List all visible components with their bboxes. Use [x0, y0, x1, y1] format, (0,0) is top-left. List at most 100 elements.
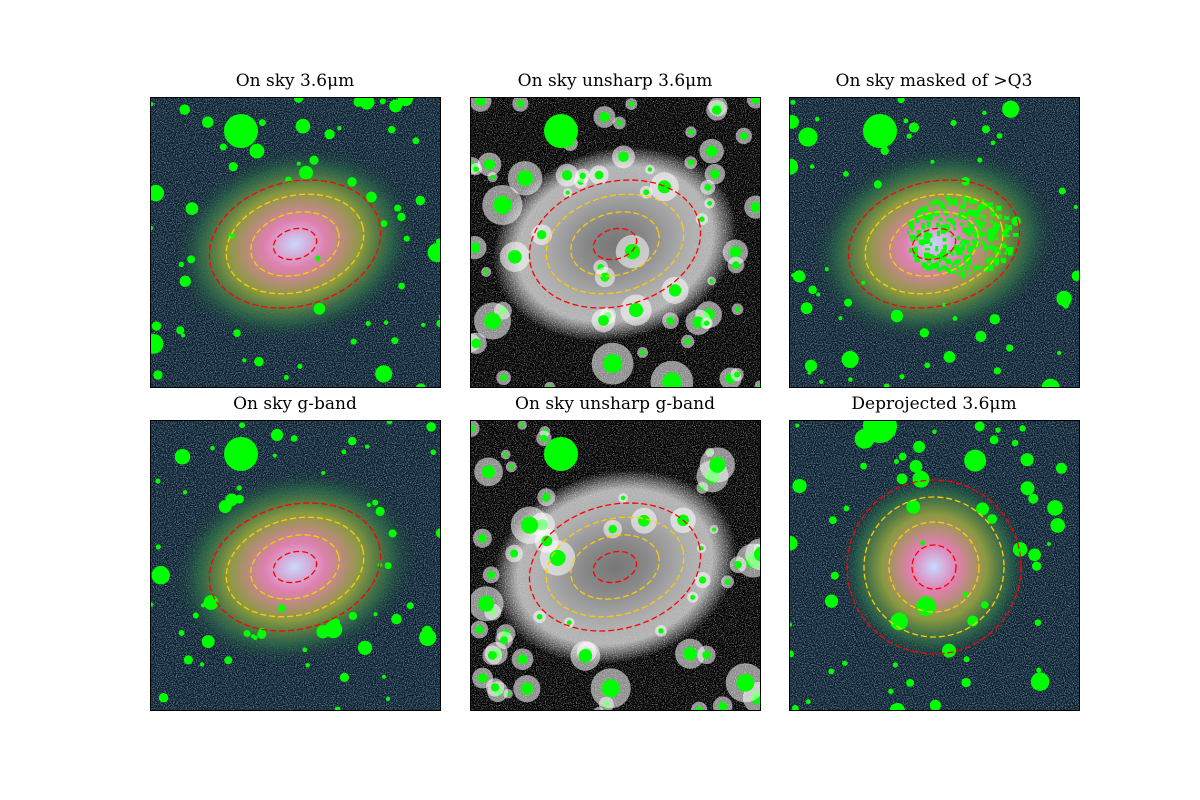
- q3-mask-pixel: [993, 230, 997, 233]
- q3-mask-pixel: [945, 259, 952, 264]
- mask-blob: [892, 662, 898, 668]
- mask-blob: [426, 422, 436, 432]
- q3-mask-pixel: [990, 211, 996, 217]
- q3-mask-pixel: [1004, 234, 1010, 238]
- mask-blob: [906, 678, 914, 687]
- star-halo: [544, 381, 556, 387]
- yellow-isophote-ellipse: [545, 193, 685, 295]
- mask-blob: [366, 502, 371, 508]
- red-isophote-ellipse: [846, 479, 1022, 655]
- red-isophote-ellipse: [272, 227, 318, 261]
- yellow-isophote-ellipse: [888, 521, 980, 613]
- mask-blob: [1012, 542, 1028, 557]
- q3-mask-pixel: [954, 200, 958, 206]
- mask-blob: [561, 170, 573, 181]
- q3-mask-pixel: [959, 205, 966, 210]
- mask-blob: [658, 628, 664, 634]
- mask-blob: [707, 200, 713, 206]
- q3-mask-pixel: [963, 254, 967, 261]
- yellow-isophote-ellipse: [864, 193, 1004, 295]
- q3-mask-pixel: [976, 244, 980, 249]
- mask-blob: [389, 99, 402, 113]
- mask-blob: [391, 337, 399, 345]
- mask-blob: [249, 143, 265, 159]
- mask-blob: [387, 125, 396, 134]
- q3-mask-pixel: [921, 225, 926, 230]
- mask-blob: [549, 549, 566, 567]
- q3-mask-pixel: [974, 213, 980, 218]
- q3-mask-pixel: [916, 210, 919, 214]
- q3-mask-pixel: [919, 239, 925, 246]
- yellow-isophote-ellipse: [889, 211, 979, 277]
- mask-blob: [757, 383, 760, 387]
- mask-blob: [517, 170, 533, 187]
- mask-blob: [828, 668, 835, 675]
- mask-blob: [348, 611, 358, 621]
- mask-blob: [888, 688, 894, 694]
- q3-mask-pixel: [992, 224, 999, 231]
- mask-blob: [808, 285, 817, 295]
- mask-blob: [251, 634, 256, 639]
- mask-blob: [381, 674, 386, 679]
- q3-mask-pixel: [909, 247, 914, 253]
- star-halo: [691, 701, 708, 710]
- q3-mask-pixel: [961, 239, 966, 242]
- q3-mask-pixel: [907, 231, 910, 235]
- mask-blob: [200, 603, 206, 608]
- mask-blob: [224, 114, 258, 148]
- mask-blob: [521, 516, 539, 534]
- mask-blob: [1056, 350, 1062, 356]
- mask-blob: [508, 464, 514, 470]
- red-isophote-ellipse: [911, 227, 957, 261]
- q3-mask-pixel: [925, 265, 932, 271]
- mask-blob: [906, 133, 912, 139]
- q3-mask-pixel: [945, 210, 949, 216]
- q3-mask-pixel: [946, 195, 951, 202]
- mask-blob: [541, 535, 553, 547]
- q3-mask-pixel: [996, 205, 1002, 211]
- mask-blob: [153, 370, 163, 380]
- mask-blob: [977, 157, 983, 163]
- yellow-isophote-ellipse: [225, 516, 365, 618]
- mask-blob: [943, 351, 956, 363]
- mask-blob: [386, 421, 393, 425]
- mask-blob: [373, 612, 378, 617]
- q3-mask-pixel: [964, 212, 967, 218]
- q3-mask-pixel: [913, 246, 918, 253]
- q3-mask-pixel: [938, 217, 943, 222]
- red-isophote-ellipse: [208, 179, 382, 309]
- mask-blob: [860, 462, 867, 470]
- q3-mask-pixel: [963, 240, 970, 246]
- mask-blob: [219, 143, 227, 151]
- q3-mask-pixel: [987, 264, 994, 271]
- mask-blob: [415, 195, 426, 206]
- mask-blob: [924, 362, 931, 369]
- q3-mask-pixel: [956, 235, 961, 241]
- q3-mask-pixel: [925, 237, 931, 243]
- mask-blob: [490, 174, 495, 180]
- q3-mask-pixel: [938, 258, 942, 263]
- q3-mask-pixel: [924, 229, 927, 235]
- mask-blob: [151, 321, 162, 331]
- mask-blob: [908, 122, 920, 133]
- yellow-isophote-ellipse: [863, 496, 1005, 638]
- mask-blob: [228, 162, 238, 172]
- mask-blob: [734, 560, 742, 569]
- mask-blob: [688, 129, 694, 135]
- mask-blob: [913, 440, 926, 453]
- mask-blob: [508, 249, 522, 264]
- mask-blob: [863, 114, 897, 148]
- mask-blob: [406, 602, 414, 610]
- q3-mask-pixel: [993, 246, 999, 251]
- mask-blob: [419, 628, 437, 647]
- mask-blob: [790, 114, 799, 129]
- mask-blob: [790, 99, 796, 105]
- mask-blob: [471, 242, 481, 253]
- q3-mask-pixel: [972, 244, 976, 248]
- mask-blob: [258, 119, 266, 127]
- q3-mask-pixel: [929, 254, 934, 260]
- mask-blob: [804, 359, 818, 372]
- q3-mask-pixel: [947, 218, 954, 222]
- red-isophote-ellipse: [847, 179, 1021, 309]
- mask-blob: [242, 358, 247, 363]
